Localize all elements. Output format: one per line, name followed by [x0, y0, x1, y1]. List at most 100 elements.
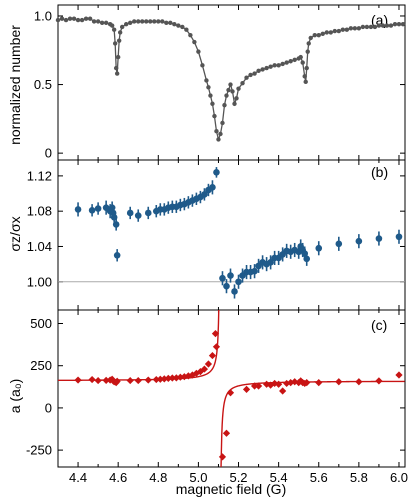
x-tick-label: 5.8 — [350, 470, 368, 485]
data-point — [140, 19, 145, 24]
data-point — [335, 378, 343, 386]
data-point — [306, 41, 311, 46]
data-point — [252, 71, 257, 76]
data-point — [152, 19, 157, 24]
data-point — [316, 32, 321, 38]
data-point — [375, 235, 383, 242]
data-point — [275, 380, 283, 388]
data-point — [94, 376, 102, 385]
data-point — [242, 385, 251, 393]
data-point — [231, 288, 238, 295]
data-point — [300, 60, 305, 65]
data-point — [223, 282, 230, 290]
data-point — [272, 63, 277, 68]
data-point — [88, 206, 96, 214]
data-point — [132, 19, 137, 24]
data-point — [254, 382, 263, 390]
data-point — [295, 378, 303, 387]
data-point — [204, 360, 213, 368]
data-point — [384, 23, 390, 28]
data-point — [94, 205, 102, 212]
y-tick-label-a: 1.0 — [34, 8, 52, 23]
data-point — [212, 113, 217, 119]
data-point — [244, 75, 249, 80]
data-point — [218, 453, 227, 461]
data-point — [74, 206, 82, 213]
y-tick-label-b: 1.04 — [27, 239, 52, 254]
data-point — [380, 23, 386, 28]
data-point — [344, 27, 350, 32]
data-point — [355, 378, 363, 386]
data-point — [292, 57, 297, 63]
data-point — [204, 78, 209, 83]
y-tick-label-a: 0 — [45, 146, 52, 161]
data-point — [109, 23, 115, 28]
data-point — [268, 64, 273, 69]
data-point — [232, 101, 237, 106]
x-tick-label: 5.4 — [270, 470, 288, 485]
data-point — [235, 278, 242, 286]
data-point — [88, 375, 96, 384]
data-point — [164, 374, 172, 382]
x-tick-label: 4.6 — [109, 470, 127, 485]
data-point — [279, 387, 287, 395]
data-point — [112, 221, 120, 228]
data-point — [224, 93, 229, 98]
data-point — [308, 35, 313, 41]
data-point — [376, 23, 382, 28]
x-tick-label: 5.0 — [189, 470, 207, 485]
data-point — [144, 19, 149, 24]
data-point — [102, 376, 110, 384]
data-point — [136, 19, 141, 24]
data-point — [213, 169, 220, 176]
data-point — [222, 102, 227, 108]
data-point — [248, 72, 253, 78]
data-point — [114, 71, 120, 76]
y-tick-label-b: 1.00 — [27, 274, 52, 289]
data-point — [263, 380, 271, 388]
panel-b: σz/σx (b) 1.00 1.04 1.08 1.12 — [7, 159, 406, 311]
data-point — [396, 22, 402, 27]
data-point — [303, 378, 311, 387]
data-point — [340, 27, 346, 32]
data-point — [113, 65, 119, 71]
data-point — [176, 23, 181, 28]
data-point — [212, 343, 221, 351]
data-point — [388, 23, 394, 28]
data-point — [180, 24, 185, 30]
data-point — [148, 19, 153, 24]
data-point — [128, 20, 133, 26]
data-point — [336, 28, 342, 34]
data-point — [113, 251, 121, 259]
data-point — [208, 93, 213, 98]
data-point — [196, 49, 201, 54]
data-point — [55, 17, 61, 23]
data-point — [115, 54, 121, 60]
data-point — [160, 19, 165, 24]
y-tick-label-b: 1.08 — [27, 204, 52, 219]
data-point — [172, 22, 177, 27]
x-tick-label: 5.2 — [229, 470, 247, 485]
data-point — [368, 24, 374, 30]
plot-frame-c — [57, 309, 406, 468]
data-point — [355, 237, 363, 245]
series-line — [57, 18, 403, 142]
data-point — [144, 209, 152, 217]
data-point — [302, 74, 307, 79]
data-point — [348, 26, 354, 31]
data-point — [206, 85, 211, 90]
data-point — [188, 32, 193, 38]
data-point — [116, 38, 122, 43]
y-tick-label-c: -250 — [26, 443, 52, 458]
x-tick-label: 4.8 — [149, 470, 167, 485]
data-point — [201, 191, 208, 198]
data-point — [160, 375, 168, 383]
data-point — [210, 101, 215, 106]
data-point — [222, 429, 231, 437]
data-point — [328, 30, 333, 35]
data-point — [134, 376, 142, 385]
data-point — [315, 244, 323, 252]
fit-curve — [58, 310, 405, 467]
data-point — [63, 17, 69, 23]
